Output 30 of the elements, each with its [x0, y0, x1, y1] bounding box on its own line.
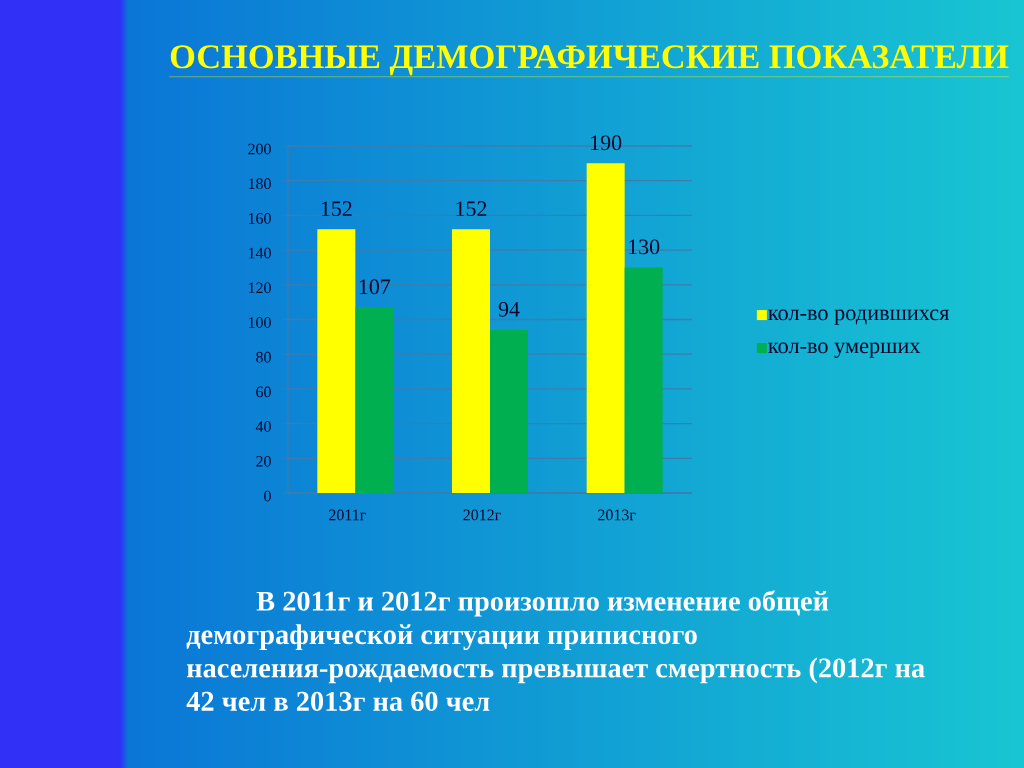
y-tick-label: 40 — [255, 421, 271, 432]
y-tick-label: 20 — [256, 455, 271, 467]
x-tick-label: 2012г — [463, 509, 501, 521]
data-label: 107 — [359, 279, 391, 295]
x-tick-label: 2011г — [329, 509, 366, 521]
chart-title: ОСНОВНЫЕ ДЕМОГРАФИЧЕСКИЕ ПОКАЗАТЕЛИ — [170, 45, 1009, 76]
y-tick-label: 160 — [248, 213, 271, 224]
y-tick-label: 200 — [248, 143, 271, 155]
y-tick-label: 140 — [248, 247, 271, 259]
legend-label: кол-во умерших — [768, 342, 921, 358]
bar — [452, 229, 490, 494]
y-tick-label: 100 — [248, 317, 271, 328]
bar — [355, 307, 394, 494]
bar — [490, 329, 528, 494]
data-label: 152 — [456, 201, 487, 217]
y-tick-label: 80 — [256, 351, 271, 363]
y-tick-label: 0 — [264, 490, 271, 502]
y-tick-label: 60 — [256, 386, 271, 398]
bar — [624, 267, 663, 494]
x-tick-label: 2013г — [598, 509, 636, 521]
data-label: 130 — [629, 239, 660, 255]
bar — [586, 163, 625, 494]
data-label: 152 — [321, 201, 352, 217]
bar — [317, 229, 356, 494]
y-tick-label: 180 — [248, 178, 271, 190]
text: В 2011г и 2012г произошло изменение общей демографической ситуации приписного населения-рождаемость превышает смертность (2012г на 42 чел в 2013г на 60 чел — [186, 590, 925, 711]
data-label: 94 — [498, 301, 520, 317]
legend-label: кол-во родившихся — [768, 309, 950, 325]
data-label: 190 — [591, 135, 622, 151]
y-tick-label: 120 — [248, 282, 271, 294]
